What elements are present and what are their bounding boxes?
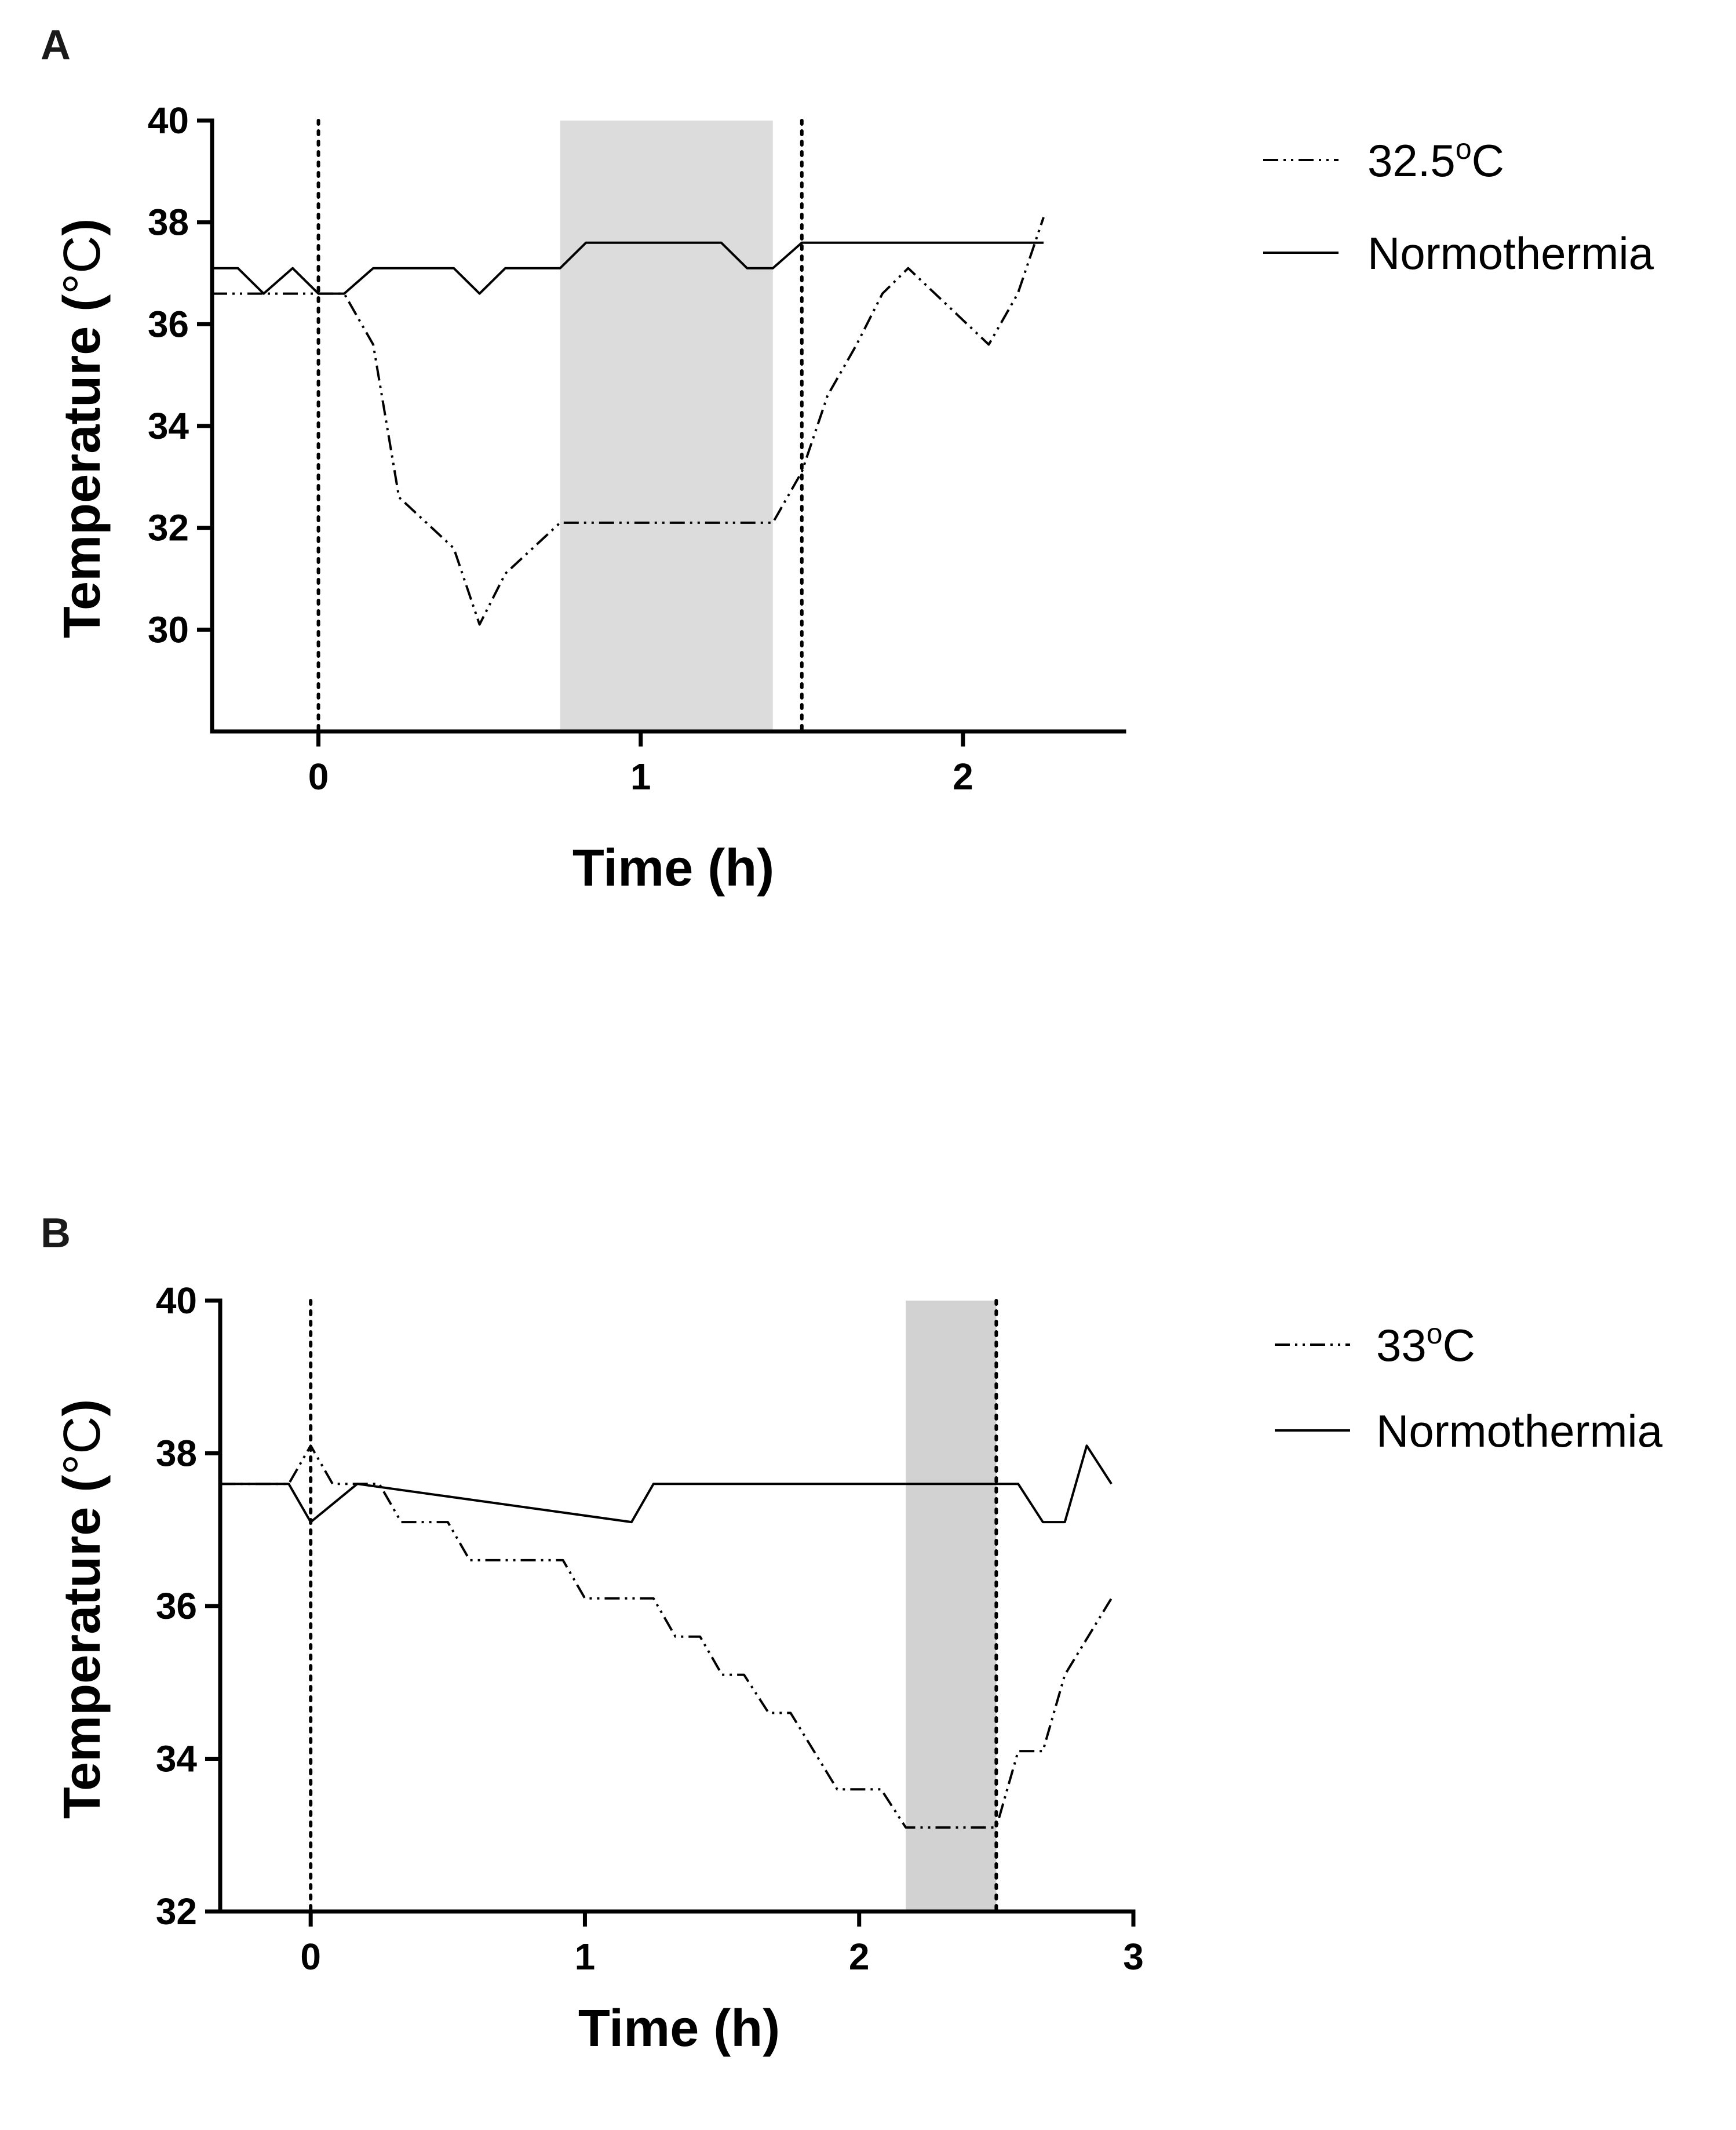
panel-a-x-axis-title: Time (h) bbox=[572, 839, 774, 897]
panel-b-legend-item-normothermia: Normothermia bbox=[1275, 1406, 1663, 1457]
panel-a-y-tick-label-36: 36 bbox=[148, 303, 189, 345]
panel-a-legend-label-normothermia: Normothermia bbox=[1367, 228, 1654, 279]
panel-b-series-hypothermia-line bbox=[220, 1444, 1113, 1829]
panel-a-series-normothermia-line bbox=[212, 241, 1044, 295]
panel-b-y-tick-label-36: 36 bbox=[156, 1585, 197, 1627]
panel-b: B 32 34 36 38 40 0 1 2 3 Time (h) Temperature (… bbox=[41, 1210, 1663, 2058]
panel-a-legend: 32.5oC Normothermia bbox=[1263, 133, 1654, 279]
panel-b-y-tick-label-32: 32 bbox=[156, 1891, 197, 1932]
panel-a-series-hypothermia-line bbox=[212, 217, 1045, 626]
panel-a-y-tick-label-30: 30 bbox=[148, 609, 189, 650]
panel-b-legend-label-hypothermia: 33oC bbox=[1376, 1317, 1475, 1371]
panel-a-legend-label-hypothermia: 32.5oC bbox=[1367, 133, 1504, 186]
panel-b-x-tick-label-0: 0 bbox=[300, 1936, 321, 1978]
panel-b-y-tick-label-34: 34 bbox=[156, 1738, 198, 1780]
panel-a-shaded-region bbox=[560, 121, 773, 731]
panel-a-legend-item-hypothermia: 32.5oC bbox=[1263, 133, 1504, 186]
panel-a: A 30 32 34 36 38 40 0 1 2 Time (h) Temperature … bbox=[41, 22, 1654, 897]
panel-a-x-tick-label-0: 0 bbox=[308, 756, 329, 798]
panel-b-legend: 33oC Normothermia bbox=[1275, 1317, 1663, 1457]
panel-b-x-tick-label-2: 2 bbox=[849, 1936, 870, 1978]
panel-b-legend-label-normothermia: Normothermia bbox=[1376, 1406, 1663, 1457]
panel-a-y-axis-title: Temperature (°C) bbox=[53, 219, 111, 638]
panel-a-y-tick-label-34: 34 bbox=[148, 405, 189, 447]
panel-b-shaded-region bbox=[906, 1301, 997, 1911]
panel-a-x-tick-label-2: 2 bbox=[953, 756, 973, 798]
panel-a-y-tick-label-32: 32 bbox=[148, 507, 189, 549]
panel-b-x-axis-title: Time (h) bbox=[578, 2000, 780, 2058]
panel-a-y-tick-label-40: 40 bbox=[148, 100, 189, 141]
panel-b-y-axis-title: Temperature (°C) bbox=[53, 1399, 111, 1819]
panel-a-letter: A bbox=[41, 22, 71, 68]
panel-a-legend-item-normothermia: Normothermia bbox=[1263, 228, 1654, 279]
panel-b-x-tick-label-3: 3 bbox=[1123, 1936, 1144, 1978]
panel-b-letter: B bbox=[41, 1210, 71, 1257]
panel-a-x-tick-label-1: 1 bbox=[630, 756, 651, 798]
panel-b-x-tick-label-1: 1 bbox=[575, 1936, 596, 1978]
panel-a-y-tick-label-38: 38 bbox=[148, 202, 189, 243]
panel-b-y-tick-label-40: 40 bbox=[156, 1280, 197, 1321]
panel-b-legend-item-hypothermia: 33oC bbox=[1275, 1317, 1475, 1371]
panel-b-series-normothermia-line bbox=[220, 1444, 1113, 1524]
panel-b-y-tick-label-38: 38 bbox=[156, 1433, 197, 1474]
